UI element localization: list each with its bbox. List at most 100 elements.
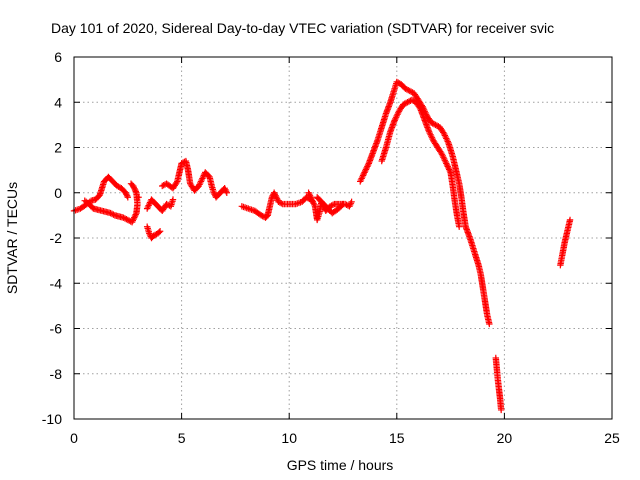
data-point (278, 200, 285, 207)
data-point (443, 160, 450, 167)
data-point (392, 114, 400, 121)
chart-title: Day 101 of 2020, Sidereal Day-to-day VTE… (51, 20, 554, 36)
data-point (198, 176, 205, 184)
y-tick-label: -8 (50, 366, 63, 382)
y-tick-label: 0 (54, 185, 62, 201)
data-point (405, 98, 413, 105)
data-point (173, 179, 180, 186)
x-tick-label: 5 (178, 430, 186, 446)
x-tick-label: 15 (389, 430, 405, 446)
data-point (402, 99, 410, 107)
data-point (446, 167, 454, 175)
data-point (210, 189, 218, 196)
data-point (347, 200, 355, 207)
data-point (156, 228, 164, 235)
x-tick-label: 0 (70, 430, 78, 446)
data-point (357, 178, 364, 185)
data-point (442, 158, 449, 166)
data-point (311, 201, 318, 209)
data-point (131, 214, 138, 221)
data-point (306, 191, 313, 198)
data-point (135, 194, 142, 201)
data-point (348, 198, 355, 205)
data-point (443, 161, 451, 169)
data-point (222, 188, 230, 195)
data-point (400, 101, 407, 108)
data-point (566, 216, 574, 224)
data-point (357, 176, 365, 184)
y-tick-label: -10 (42, 411, 62, 427)
data-point (131, 212, 139, 220)
x-tick-label: 10 (281, 430, 297, 446)
data-point (273, 195, 281, 202)
data-point (115, 183, 122, 190)
data-point (270, 189, 278, 196)
data-point (392, 115, 399, 123)
y-tick-labels: -10 -8 -6 -4 -2 0 2 4 6 (42, 49, 62, 427)
data-point (445, 164, 452, 172)
data-point (108, 210, 116, 218)
axis-ticks (73, 56, 613, 420)
data-point (310, 200, 317, 207)
data-point (273, 194, 280, 201)
data-point (196, 181, 203, 188)
data-point (308, 197, 316, 204)
data-point (391, 117, 398, 124)
grid-lines (74, 57, 612, 419)
data-point (128, 218, 136, 226)
data-point (132, 211, 139, 218)
data-point (444, 138, 451, 145)
data-point (416, 104, 423, 111)
data-point (124, 194, 131, 201)
data-point (305, 189, 312, 196)
data-point (160, 182, 167, 189)
data-point (361, 169, 368, 176)
data-point (338, 201, 346, 209)
y-tick-label: -2 (50, 230, 63, 246)
data-point (427, 131, 434, 138)
data-point (178, 160, 185, 167)
data-point (143, 205, 151, 212)
data-point (307, 194, 314, 201)
data-point (155, 229, 163, 236)
data-point (444, 163, 451, 170)
data-point (363, 164, 370, 172)
data-point (146, 230, 153, 237)
x-tick-label: 25 (604, 430, 620, 446)
data-point (123, 192, 131, 199)
y-tick-label: -4 (50, 275, 63, 291)
data-point (439, 152, 446, 159)
data-point (308, 195, 315, 202)
data-point (438, 151, 446, 158)
data-point (440, 130, 448, 138)
data-point (425, 128, 433, 135)
data-point (128, 181, 136, 189)
data-point (329, 201, 337, 209)
data-point (432, 121, 439, 129)
data-point (359, 172, 367, 179)
data-point (123, 191, 130, 198)
data-point (199, 175, 206, 182)
data-point (360, 170, 368, 178)
y-tick-label: 4 (54, 94, 62, 110)
data-point (339, 200, 347, 208)
data-point (309, 198, 317, 205)
data-point (443, 136, 451, 144)
data-point (197, 178, 205, 185)
data-point (130, 215, 137, 223)
data-point (426, 129, 433, 137)
data-point (362, 167, 369, 175)
data-point (221, 185, 228, 192)
data-point (346, 203, 353, 210)
data-point (445, 166, 453, 173)
data-point (486, 320, 493, 328)
data-point (107, 209, 114, 217)
data-point (442, 133, 449, 141)
data-point (429, 120, 436, 127)
data-point (306, 192, 314, 199)
data-point (428, 119, 435, 126)
data-point (110, 211, 117, 218)
data-point (401, 100, 408, 107)
data-point (410, 97, 417, 104)
data-point (346, 201, 354, 209)
